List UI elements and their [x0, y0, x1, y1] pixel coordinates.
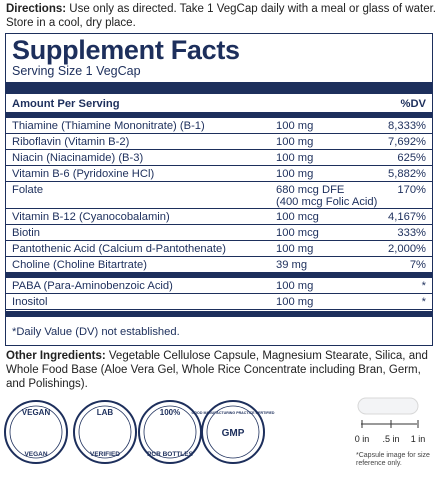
table-header: Amount Per Serving %DV: [6, 96, 432, 112]
nutrient-name: Vitamin B-6 (Pyridoxine HCl): [12, 168, 155, 180]
amount: 100 mg: [276, 243, 314, 255]
amount: 680 mcg DFE: [276, 184, 345, 196]
serving-size: Serving Size 1 VegCap: [12, 64, 141, 78]
badge-bottom: GOOD MANUFACTURING PRACTICE CERTIFIED: [191, 411, 274, 415]
daily-value: 170%: [397, 184, 426, 196]
nutrient-name: Biotin: [12, 227, 40, 239]
daily-value: 4,167%: [388, 211, 426, 223]
table-row: Folate 680 mcg DFE (400 mcg Folic Acid) 170…: [6, 182, 432, 209]
other-label: Other Ingredients:: [6, 350, 106, 362]
badge-inner: [206, 405, 260, 459]
badge-inner: [78, 405, 132, 459]
amount-note: (400 mcg Folic Acid): [276, 196, 378, 208]
badge-bottom: PCR BOTTLES: [147, 451, 194, 458]
table-row: Inositol 100 mg *: [6, 294, 432, 310]
badge-inner: [9, 405, 63, 459]
other-text: Vegetable Cellulose Capsule, Magnesium S…: [6, 350, 428, 390]
table-row: Pantothenic Acid (Calcium d-Pantothenate…: [6, 241, 432, 257]
badge-ring: [73, 400, 137, 464]
daily-value: *: [421, 280, 426, 292]
amount: 100 mg: [276, 296, 314, 308]
table-row: Riboflavin (Vitamin B-2) 100 mg 7,692%: [6, 134, 432, 150]
daily-value: *: [421, 296, 426, 308]
table-row: PABA (Para-Aminobenzoic Acid) 100 mg *: [6, 278, 432, 294]
amount: 100 mg: [276, 120, 314, 132]
badge-bottom: VERIFIED: [90, 451, 120, 458]
nutrient-name: Riboflavin (Vitamin B-2): [12, 136, 130, 148]
daily-value: 8,333%: [388, 120, 426, 132]
scale-label: 1 in: [411, 434, 426, 444]
nutrient-name: Niacin (Niacinamide) (B-3): [12, 152, 144, 164]
scale-label: .5 in: [382, 434, 399, 444]
amount: 100 mg: [276, 168, 314, 180]
badge-bottom: VEGAN: [24, 451, 47, 458]
divider: [6, 82, 432, 94]
divider: [6, 112, 432, 118]
divider: [6, 311, 432, 317]
directions-text: Use only as directed. Take 1 VegCap dail…: [69, 3, 436, 15]
header-amount: Amount Per Serving: [12, 98, 120, 110]
nutrient-name: PABA (Para-Aminobenzoic Acid): [12, 280, 173, 292]
nutrient-name: Thiamine (Thiamine Mononitrate) (B-1): [12, 120, 205, 132]
daily-value: 333%: [397, 227, 426, 239]
badge-top: LAB: [97, 408, 114, 417]
directions-text: Store in a cool, dry place.: [6, 17, 136, 29]
badge-ring: [4, 400, 68, 464]
amount: 100 mg: [276, 152, 314, 164]
nutrient-name: Pantothenic Acid (Calcium d-Pantothenate…: [12, 243, 226, 255]
facts-box: [5, 33, 433, 346]
amount: 100 mcg: [276, 227, 319, 239]
daily-value: 7%: [409, 259, 426, 271]
nutrient-name: Folate: [12, 184, 44, 196]
badge-top: 100%: [160, 408, 180, 417]
table-row: Niacin (Niacinamide) (B-3) 100 mg 625%: [6, 150, 432, 166]
table-row: Vitamin B-12 (Cyanocobalamin) 100 mcg 4,16…: [6, 209, 432, 225]
divider: [6, 272, 432, 278]
daily-value: 625%: [397, 152, 426, 164]
facts-title: Supplement Facts: [12, 35, 240, 65]
header-dv: %DV: [400, 98, 427, 110]
footnote: *Daily Value (DV) not established.: [12, 326, 180, 338]
table-row: Thiamine (Thiamine Mononitrate) (B-1) 100…: [6, 118, 432, 134]
nutrient-name: Choline (Choline Bitartrate): [12, 259, 147, 271]
table-row: Biotin 100 mcg 333%: [6, 225, 432, 241]
amount: 39 mg: [276, 259, 308, 271]
badge-top: VEGAN: [22, 408, 51, 417]
scale-label: 0 in: [355, 434, 370, 444]
amount: 100 mg: [276, 136, 314, 148]
daily-value: 7,692%: [388, 136, 426, 148]
badge-top: GMP: [222, 428, 245, 439]
amount: 100 mcg: [276, 211, 319, 223]
nutrient-name: Inositol: [12, 296, 48, 308]
daily-value: 2,000%: [388, 243, 426, 255]
badge-ring: [201, 400, 265, 464]
directions-label: Directions:: [6, 3, 67, 15]
nutrient-name: Vitamin B-12 (Cyanocobalamin): [12, 211, 170, 223]
capsule-note: *Capsule image for size reference only.: [356, 452, 430, 467]
footnote-row: *Daily Value (DV) not established.: [6, 324, 432, 340]
capsule: [357, 397, 419, 415]
badge-inner: [143, 405, 197, 459]
table-row: Vitamin B-6 (Pyridoxine HCl) 100 mg 5,882%: [6, 166, 432, 182]
amount: 100 mg: [276, 280, 314, 292]
daily-value: 5,882%: [388, 168, 426, 180]
directions: Directions: Use only as directed. Take 1…: [6, 2, 436, 30]
other-ingredients: Other Ingredients: Vegetable Cellulose C…: [6, 349, 434, 391]
